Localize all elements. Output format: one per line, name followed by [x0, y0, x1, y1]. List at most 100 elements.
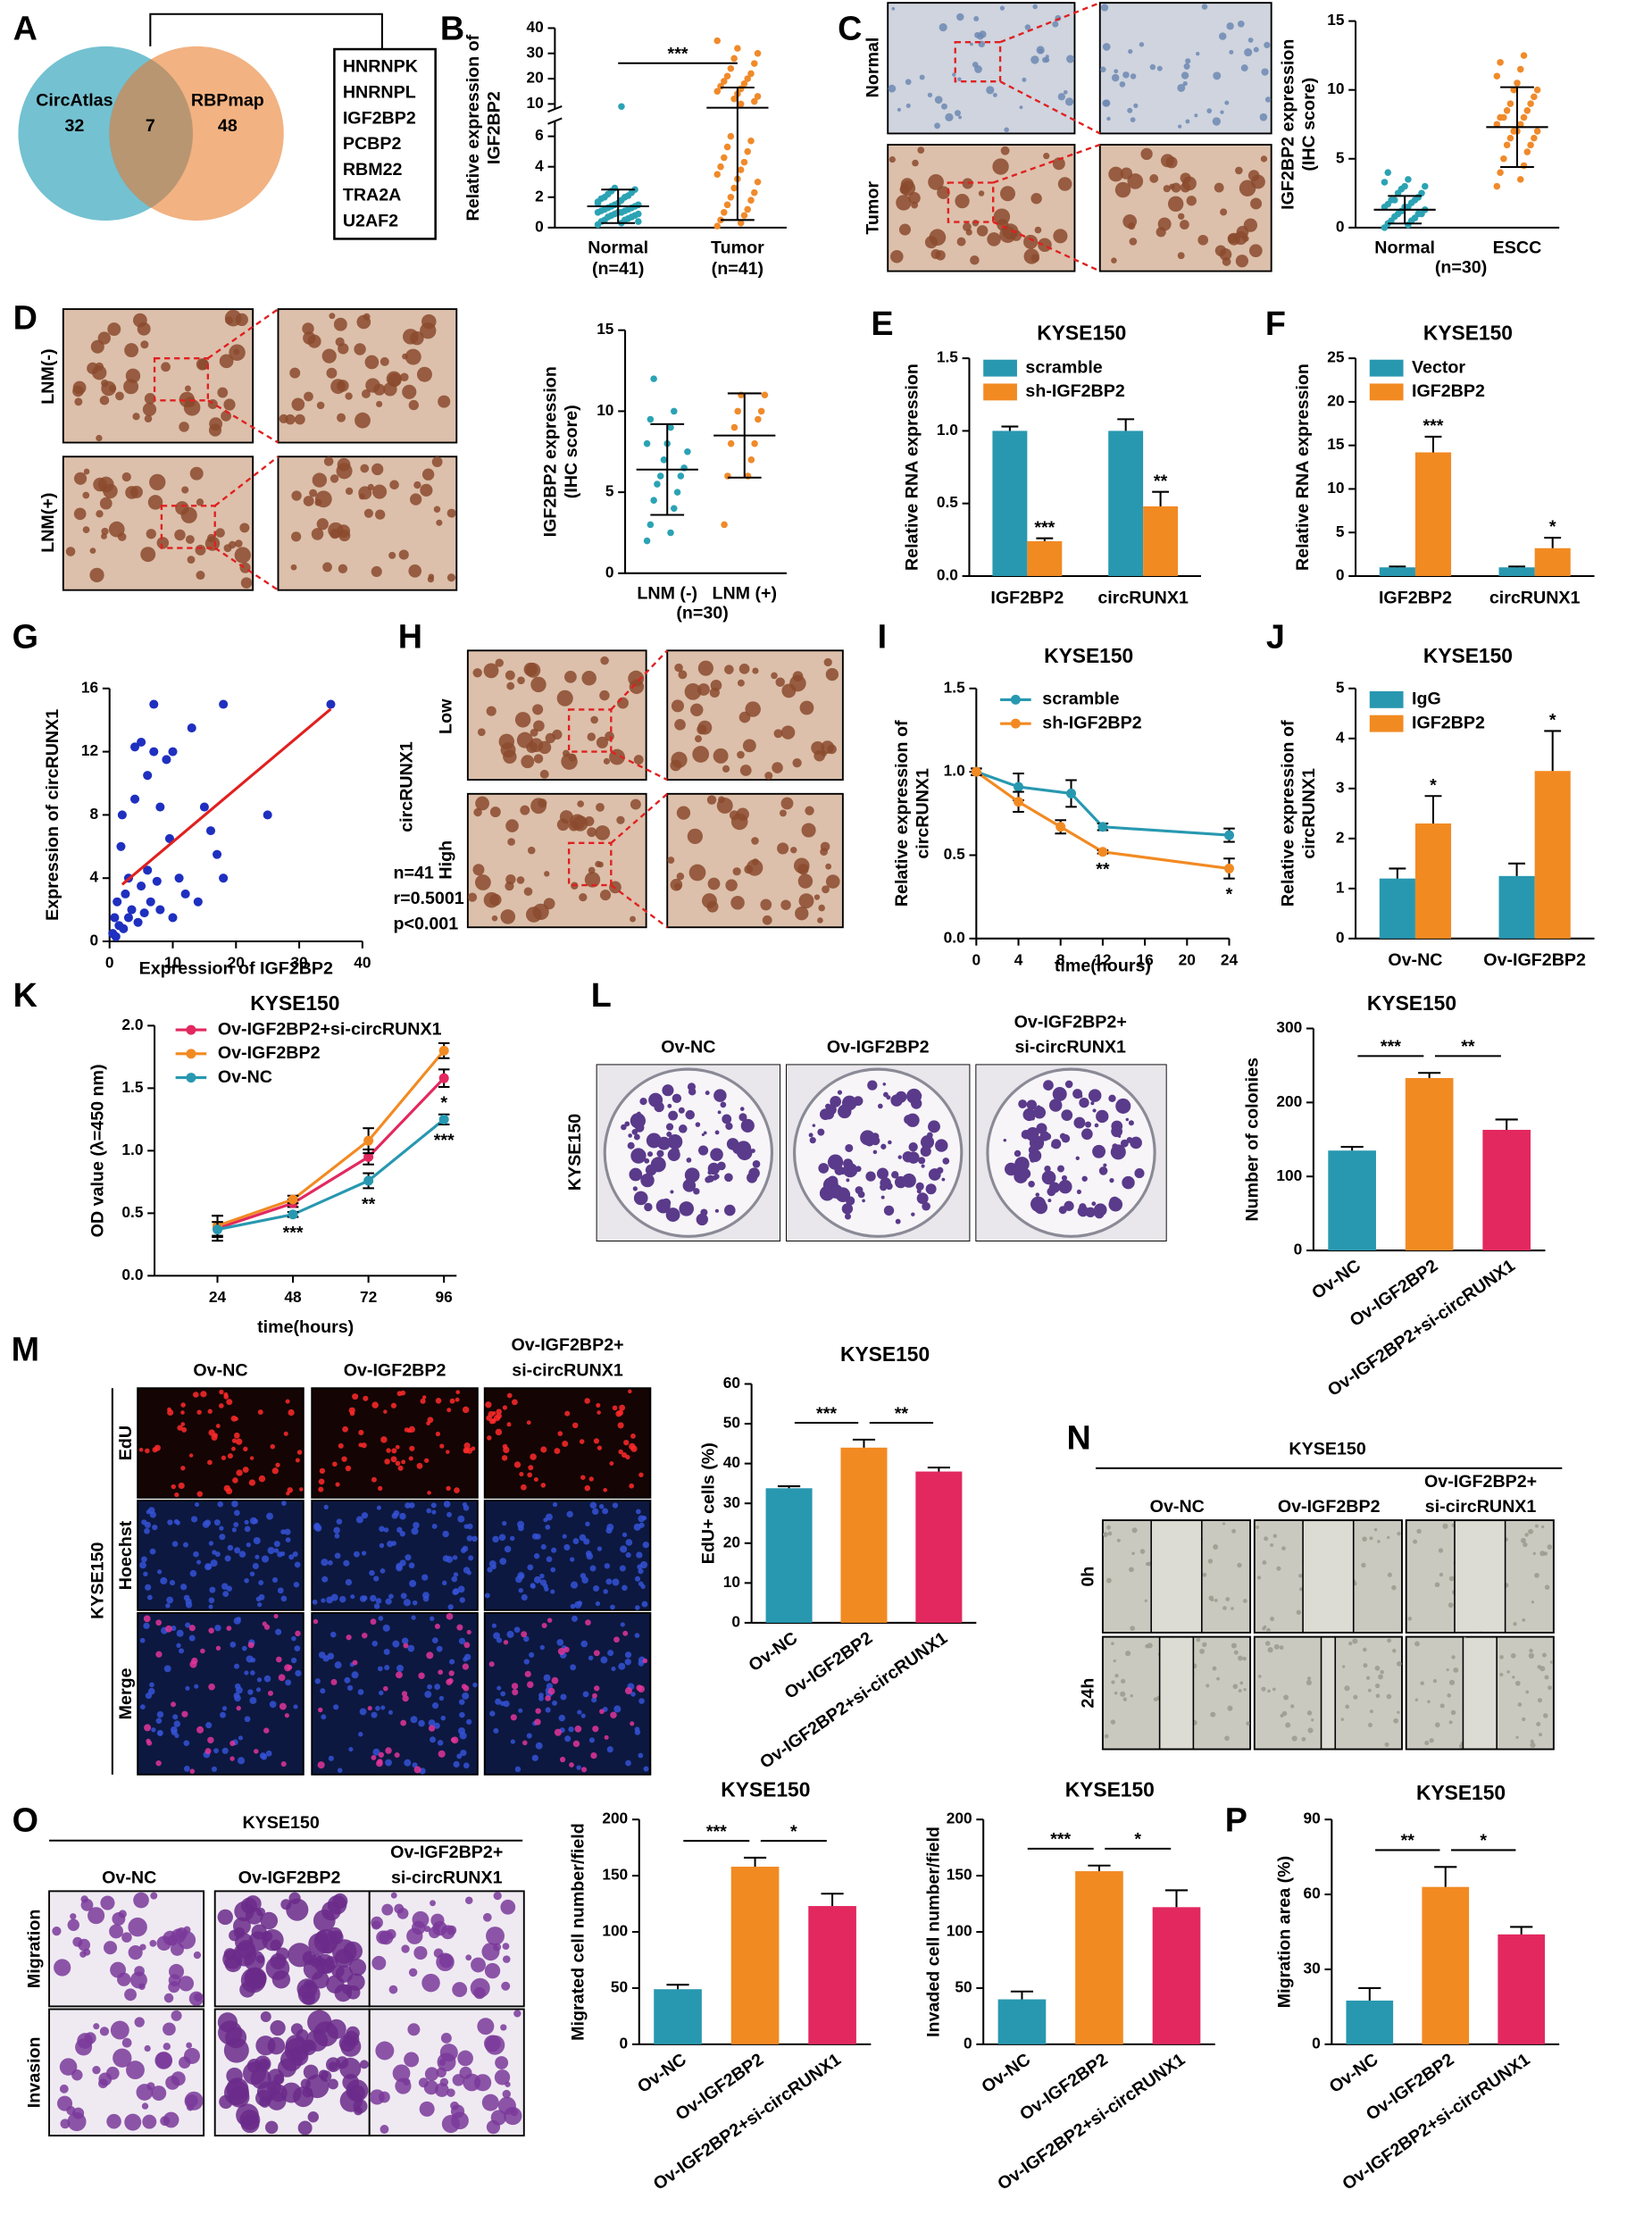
dish	[793, 1067, 964, 1238]
texture	[505, 882, 514, 891]
texture	[562, 1441, 569, 1447]
texture	[446, 2088, 455, 2097]
texture	[486, 2119, 501, 2135]
texture	[408, 399, 419, 411]
texture	[1256, 1576, 1262, 1580]
texture	[992, 92, 997, 97]
texture	[208, 1541, 214, 1546]
legend-swatch	[186, 1049, 196, 1059]
texture	[217, 1909, 233, 1926]
texture	[96, 510, 104, 518]
x-tick-label: 8	[1056, 951, 1065, 969]
texture	[457, 2050, 473, 2067]
texture	[258, 1475, 266, 1483]
data-point	[139, 908, 149, 918]
texture	[431, 1702, 439, 1709]
texture	[1104, 1734, 1109, 1739]
significance-label: ***	[1381, 1037, 1401, 1057]
texture	[363, 508, 373, 518]
texture	[196, 1409, 202, 1415]
data-point	[146, 897, 155, 907]
texture	[249, 1696, 257, 1704]
texture	[1102, 43, 1111, 51]
texture	[318, 1478, 325, 1485]
texture	[226, 1399, 233, 1406]
texture	[482, 1912, 492, 1922]
data-point	[113, 897, 122, 907]
texture	[375, 1598, 382, 1604]
data-point	[723, 201, 731, 209]
texture	[405, 348, 421, 365]
texture	[453, 1572, 459, 1577]
texture	[582, 1691, 589, 1698]
panel-letter: A	[13, 10, 38, 47]
x-tick-label: 24	[209, 1288, 227, 1306]
texture	[277, 1587, 284, 1594]
texture	[456, 1624, 463, 1631]
texture	[311, 528, 324, 540]
colony	[752, 1160, 761, 1168]
texture	[487, 1435, 492, 1441]
texture	[496, 1413, 503, 1419]
texture	[244, 1716, 251, 1723]
texture	[134, 2017, 145, 2027]
list-item: HNRNPL	[343, 82, 416, 102]
y-tick-label: 0	[964, 2034, 972, 2052]
panel-letter: I	[878, 618, 888, 656]
texture	[739, 765, 752, 776]
data-point	[1520, 52, 1528, 59]
texture	[603, 1589, 608, 1594]
colony	[1048, 1099, 1063, 1112]
data-point	[180, 889, 190, 899]
texture	[1420, 1681, 1424, 1685]
texture	[354, 2106, 363, 2116]
data-point	[713, 88, 722, 96]
texture	[1510, 1653, 1516, 1659]
data-point	[730, 184, 738, 192]
texture	[204, 1748, 212, 1755]
texture	[335, 337, 345, 347]
colony	[697, 1145, 709, 1156]
colony	[685, 1109, 696, 1120]
venn-label: CircAtlas	[36, 90, 113, 110]
texture	[1438, 1548, 1444, 1553]
list-item: U2AF2	[343, 211, 398, 230]
texture	[897, 107, 901, 112]
colony	[1092, 1144, 1106, 1158]
texture	[52, 1927, 62, 1936]
texture	[181, 486, 189, 494]
texture	[1413, 1539, 1418, 1544]
texture	[518, 1587, 523, 1593]
bar	[730, 1867, 780, 2044]
texture	[505, 670, 515, 681]
texture	[418, 1672, 425, 1679]
texture	[421, 1574, 429, 1581]
significance-label: ***	[706, 1822, 727, 1842]
texture	[624, 1659, 631, 1666]
texture	[82, 526, 90, 534]
texture	[1157, 217, 1172, 231]
texture	[616, 815, 625, 824]
texture	[446, 1450, 450, 1454]
texture	[303, 496, 314, 506]
texture	[507, 838, 515, 846]
texture	[231, 1438, 238, 1443]
data-point	[643, 537, 651, 545]
texture	[146, 1594, 153, 1601]
texture	[342, 1984, 353, 1994]
texture	[572, 815, 588, 832]
texture	[434, 1684, 441, 1690]
texture	[495, 658, 504, 667]
wound-gap	[1454, 1521, 1506, 1632]
bar	[1414, 452, 1452, 576]
texture	[496, 1408, 502, 1415]
texture	[303, 331, 316, 345]
texture	[502, 1943, 510, 1951]
colony	[701, 1133, 705, 1137]
texture	[577, 800, 584, 807]
data-point	[643, 439, 651, 447]
texture	[613, 1705, 622, 1713]
list-item: TRA2A	[343, 186, 402, 205]
data-point	[149, 747, 159, 756]
texture	[108, 521, 125, 538]
